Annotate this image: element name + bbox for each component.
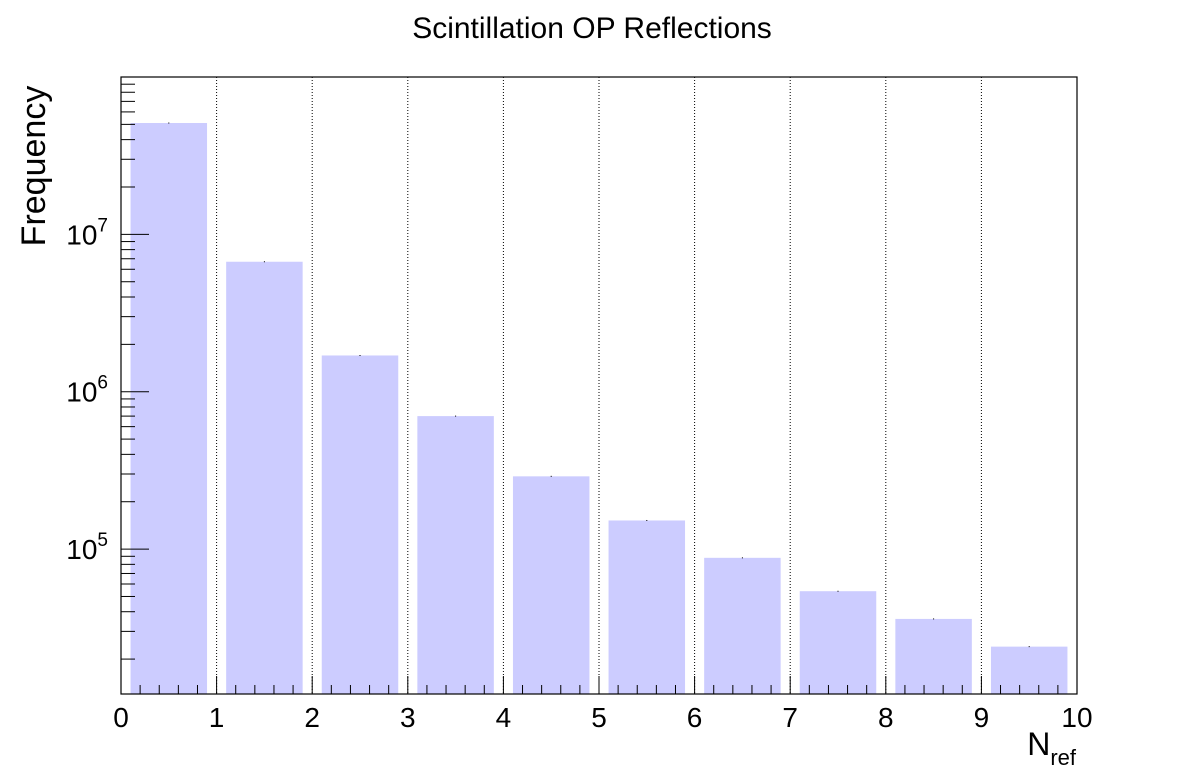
x-grid-lines	[216, 77, 982, 694]
x-axis-label: Nref	[1027, 726, 1077, 770]
y-tick-label-base: 10	[66, 377, 97, 408]
bar-7	[799, 591, 877, 694]
x-tick-label: 3	[400, 702, 416, 733]
chart-title: Scintillation OP Reflections	[412, 12, 772, 45]
x-tick-label: 6	[687, 702, 703, 733]
y-tick-label: 105	[66, 530, 108, 565]
bar-4	[512, 476, 590, 694]
x-axis-label-main: N	[1027, 726, 1050, 762]
x-tick-label: 4	[496, 702, 512, 733]
y-tick-label: 106	[66, 373, 108, 408]
x-axis-label-subscript: ref	[1050, 745, 1077, 770]
x-tick-label: 1	[209, 702, 225, 733]
x-tick-labels: 0 1 2 3 4 5 6 7 8 9 10	[113, 702, 1092, 733]
bars	[130, 122, 1068, 694]
x-tick-label: 2	[304, 702, 320, 733]
x-tick-label: 10	[1061, 702, 1092, 733]
bar-9	[990, 646, 1068, 694]
bar-0	[130, 123, 208, 694]
x-tick-label: 7	[782, 702, 798, 733]
x-tick-label: 5	[591, 702, 607, 733]
y-tick-label-base: 10	[66, 219, 97, 250]
y-tick-label-exponent: 7	[97, 215, 108, 236]
x-tick-label: 8	[878, 702, 894, 733]
bar-8	[895, 618, 972, 694]
bar-2	[321, 355, 399, 694]
y-tick-label: 107	[66, 215, 108, 250]
y-axis-label: Frequency	[15, 86, 53, 247]
y-tick-label-base: 10	[66, 534, 97, 565]
y-tick-label-exponent: 5	[97, 530, 108, 551]
bar-3	[417, 416, 494, 694]
x-tick-label: 0	[113, 702, 129, 733]
plot-frame	[120, 76, 1078, 695]
bar-6	[704, 557, 781, 694]
bar-5	[608, 520, 686, 694]
x-tick-label: 9	[974, 702, 990, 733]
y-tick-label-exponent: 6	[97, 373, 108, 394]
bar-1	[226, 261, 303, 694]
